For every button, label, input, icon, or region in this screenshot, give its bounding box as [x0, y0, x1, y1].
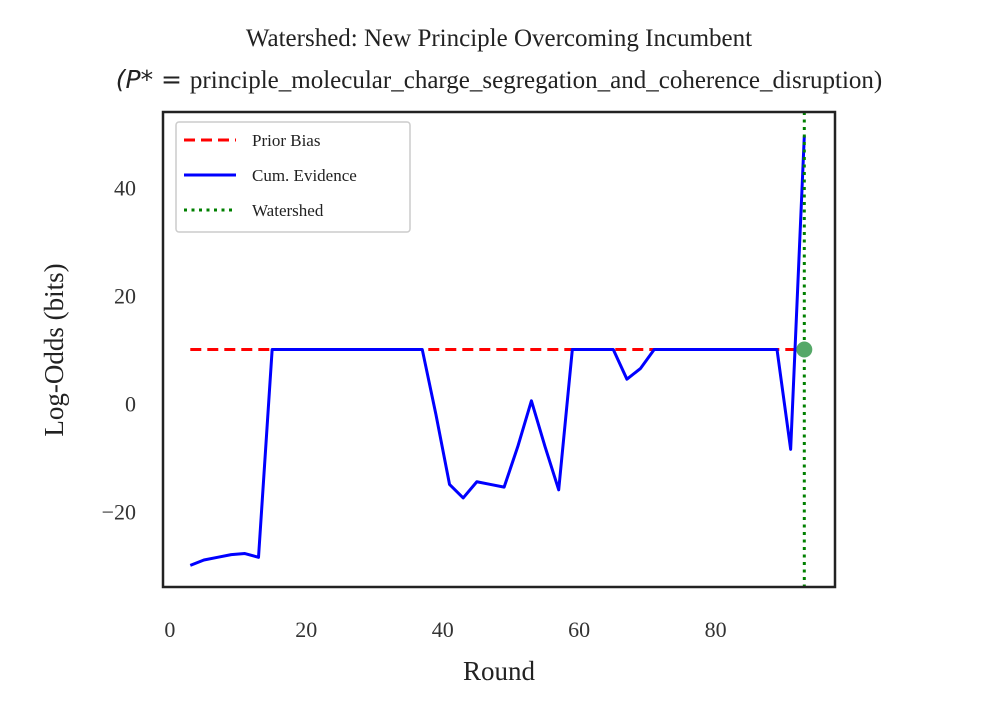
- x-tick-label: 20: [295, 617, 317, 642]
- y-tick-label: 20: [114, 284, 136, 309]
- legend-label-watershed: Watershed: [252, 201, 324, 220]
- x-axis-label: Round: [463, 656, 536, 686]
- x-tick-label: 0: [164, 617, 175, 642]
- legend: Prior Bias Cum. Evidence Watershed: [175, 121, 411, 233]
- legend-box: [175, 121, 411, 233]
- y-tick-label: −20: [102, 499, 136, 524]
- x-tick-label: 60: [568, 617, 590, 642]
- chart-title: Watershed: New Principle Overcoming Incu…: [246, 25, 752, 52]
- plot-area: [161, 110, 837, 589]
- y-tick-label: 0: [125, 391, 136, 416]
- x-tick-label: 80: [705, 617, 727, 642]
- chart-subtitle: (P* = principle_molecular_charge_segrega…: [116, 65, 883, 94]
- legend-label-cum-evidence: Cum. Evidence: [252, 166, 357, 185]
- subtitle-text: principle_molecular_charge_segregation_a…: [190, 67, 882, 94]
- y-tick-label: 40: [114, 176, 136, 201]
- y-axis-label: Log-Odds (bits): [39, 263, 69, 436]
- axis-ticks: 0 20 40 60 80 −20 0 20 40: [102, 176, 727, 642]
- subtitle-prefix: (P* =: [116, 65, 190, 94]
- plot-series: [189, 112, 813, 587]
- plot-frame: [161, 110, 837, 589]
- x-tick-label: 40: [432, 617, 454, 642]
- legend-label-prior-bias: Prior Bias: [252, 131, 320, 150]
- watershed-marker: [796, 341, 813, 358]
- series-line-cum-evidence: [189, 136, 806, 567]
